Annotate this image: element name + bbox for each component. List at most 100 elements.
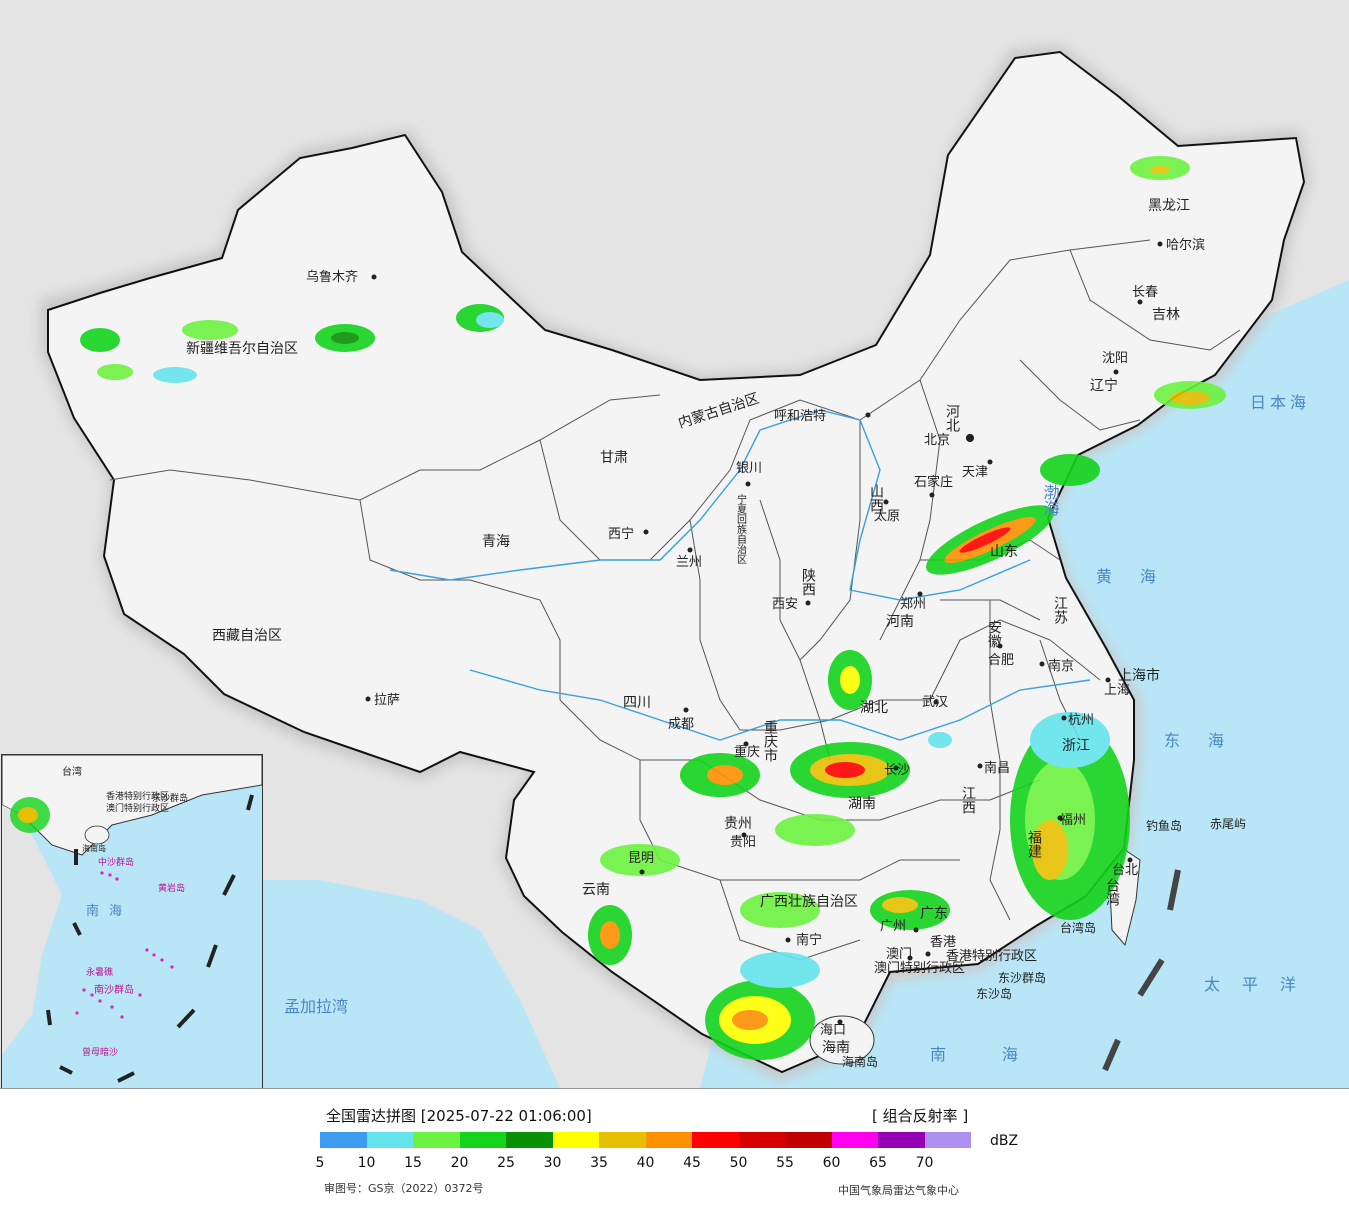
scale-tick: 25	[497, 1155, 515, 1171]
special-region-label: 香港特别行政区	[946, 949, 1037, 964]
scale-tick: 70	[915, 1155, 934, 1171]
inset-label: 中沙群岛	[98, 856, 134, 868]
province-label: 辽宁	[1090, 377, 1118, 394]
color-swatch	[831, 1132, 878, 1148]
color-swatch	[924, 1132, 971, 1148]
approval-number: 审图号：GS京（2022）0372号	[324, 1182, 484, 1195]
scale-tick: 5	[315, 1155, 325, 1171]
city-label: 台北	[1112, 863, 1138, 878]
inset-label: 永暑礁	[86, 966, 113, 978]
color-swatch	[878, 1132, 925, 1148]
radar-map: 新疆维吾尔自治区 西藏自治区 青海 甘肃 内蒙古自治区 黑龙江 吉林 辽宁 河北…	[0, 0, 1349, 1088]
color-swatch	[738, 1132, 785, 1148]
scale-tick: 35	[590, 1155, 608, 1171]
inset-land-west	[2, 805, 62, 1055]
inset-label: 黄岩岛	[158, 882, 185, 894]
inset-islands	[75, 871, 174, 1019]
city-label: 呼和浩特	[774, 409, 826, 424]
inset-label: 东沙群岛	[152, 792, 188, 804]
scale-tick: 55	[776, 1155, 794, 1171]
city-label: 海口	[820, 1023, 846, 1038]
province-label: 浙江	[1062, 738, 1090, 754]
province-label: 西藏自治区	[212, 628, 282, 644]
color-swatch	[413, 1132, 460, 1148]
sea-labels: 渤海 黄海 东海 南海 日本海 太平洋 孟加拉湾	[284, 393, 1310, 1064]
color-scale-ticks: 5 10 15 20 25 30 35 40 45 50 55 60 65 70	[316, 1155, 1020, 1173]
city-label: 重庆	[734, 744, 760, 760]
inset-label: 台湾	[62, 765, 82, 778]
province-label: 山西	[868, 484, 884, 512]
island-label: 东沙群岛	[998, 970, 1046, 985]
legend-panel	[0, 1088, 1349, 1209]
island-label: 钓鱼岛	[1146, 818, 1182, 833]
province-label: 河北	[944, 404, 960, 433]
ocean-west	[262, 880, 560, 1088]
province-label: 湖北	[860, 700, 888, 716]
south-china-sea-inset: 台湾 香港特别行政区 澳门特别行政区 东沙群岛 中沙群岛 黄岩岛 南海 永暑礁 …	[1, 754, 263, 1089]
city-label: 拉萨	[374, 693, 400, 708]
city-label: 乌鲁木齐	[306, 269, 358, 285]
product-label: [ 组合反射率 ]	[872, 1107, 969, 1125]
color-swatch	[645, 1132, 692, 1148]
city-label: 长春	[1132, 285, 1158, 300]
inset-label: 澳门特别行政区	[106, 802, 169, 814]
island-label: 赤尾屿	[1210, 817, 1246, 831]
scale-tick: 40	[636, 1155, 655, 1171]
scale-tick: 45	[683, 1155, 701, 1171]
scale-tick: 10	[357, 1155, 376, 1171]
unit-label: dBZ	[990, 1133, 1019, 1149]
sea-label: 渤海	[1041, 484, 1060, 516]
island-label: 海南岛	[842, 1054, 878, 1069]
inset-label: 香港特别行政区	[106, 790, 169, 802]
scale-tick: 30	[543, 1155, 562, 1171]
province-label: 陕西	[800, 568, 816, 596]
city-label: 成都	[668, 717, 694, 732]
province-label: 广东	[920, 906, 948, 922]
color-swatch	[599, 1132, 646, 1148]
province-label: 安徽	[986, 620, 1002, 648]
province-label: 黑龙江	[1148, 198, 1190, 214]
city-label: 北京	[924, 433, 950, 448]
color-swatch	[506, 1132, 553, 1148]
island-label: 台湾岛	[1060, 920, 1096, 935]
sea-label: 黄海	[1096, 567, 1184, 586]
province-label: 云南	[582, 882, 610, 898]
inset-label: 南沙群岛	[94, 983, 134, 996]
province-label: 吉林	[1152, 307, 1180, 323]
sea-label: 日本海	[1250, 393, 1310, 412]
city-label: 郑州	[900, 597, 926, 612]
island-labels: 钓鱼岛 赤尾屿 台湾岛 海南岛 东沙群岛 东沙岛	[842, 817, 1246, 1069]
sea-label: 南海	[930, 1045, 1074, 1064]
city-label: 太原	[874, 509, 900, 524]
city-label: 上海	[1104, 683, 1130, 698]
city-label: 兰州	[676, 555, 702, 570]
province-label: 四川	[623, 695, 651, 711]
province-label: 山东	[990, 544, 1018, 560]
city-label: 合肥	[988, 653, 1014, 668]
province-labels: 新疆维吾尔自治区 西藏自治区 青海 甘肃 内蒙古自治区 黑龙江 吉林 辽宁 河北…	[186, 198, 1190, 1056]
hainan-island	[809, 1015, 875, 1065]
color-swatch	[459, 1132, 506, 1148]
sea-label: 东海	[1164, 731, 1252, 750]
city-label: 西宁	[608, 526, 634, 542]
city-label: 杭州	[1068, 713, 1094, 728]
ocean-area	[700, 280, 1349, 1088]
city-label: 石家庄	[914, 474, 953, 490]
color-swatch	[692, 1132, 739, 1148]
province-label: 重庆市	[762, 720, 778, 762]
color-scale	[320, 1132, 971, 1148]
province-label: 江西	[960, 786, 976, 814]
maritime-boundary	[1102, 869, 1181, 1072]
province-boundaries	[109, 239, 1241, 961]
city-labels: 乌鲁木齐 哈尔滨 长春 沈阳 北京 天津 石家庄 太原 呼和浩特 银川 西宁 兰…	[306, 237, 1205, 1038]
city-label: 哈尔滨	[1166, 237, 1205, 253]
scale-tick: 15	[404, 1155, 422, 1171]
issuing-center: 中国气象局雷达气象中心	[838, 1184, 959, 1197]
inset-hainan	[84, 825, 110, 845]
china-landmass	[47, 50, 1306, 1074]
province-label: 新疆维吾尔自治区	[186, 341, 298, 357]
scale-tick: 60	[822, 1155, 841, 1171]
inset-label: 曾母暗沙	[82, 1046, 118, 1058]
city-label: 西安	[772, 597, 798, 612]
province-label: 海南	[822, 1040, 850, 1056]
